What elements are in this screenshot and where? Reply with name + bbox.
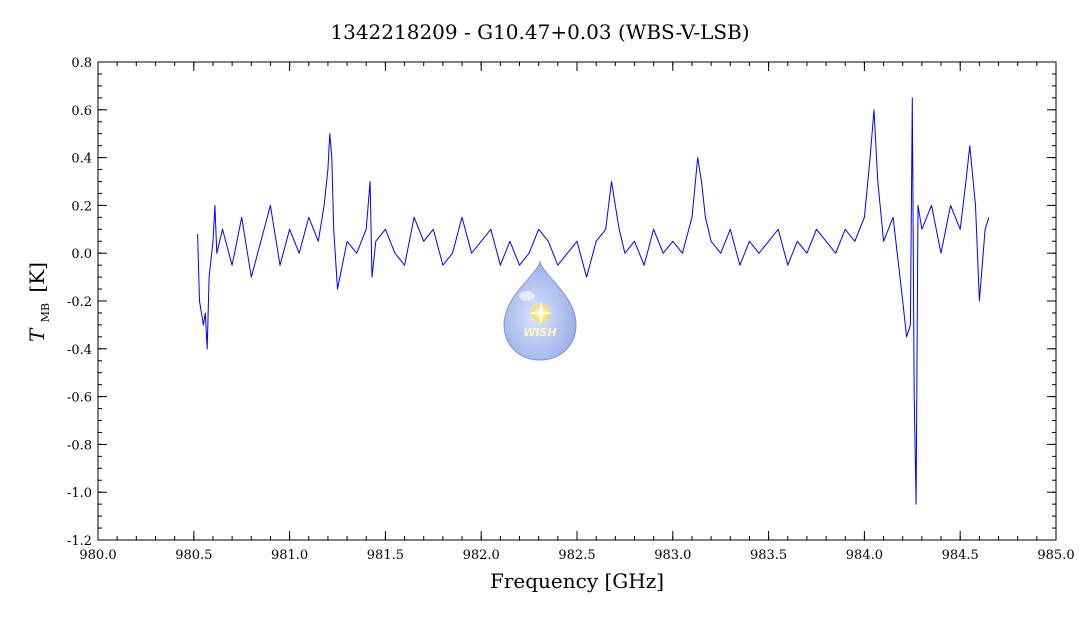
y-axis-label-unit: [K] (25, 262, 49, 293)
y-axis-ticks: 0.8 0.6 0.4 0.2 0.0 -0.2 -0.4 -0.6 -0.8 -1.0 -1.2 (67, 56, 1056, 549)
y-tick-label: -1.2 (67, 534, 92, 549)
wish-logo: WISH (503, 260, 577, 361)
y-tick-label: 0.8 (71, 56, 92, 71)
x-tick-label: 984.0 (846, 548, 883, 563)
y-axis-label-subscript: MB (39, 303, 52, 322)
y-axis-label-main: T (25, 327, 49, 342)
y-tick-label: -0.2 (67, 295, 92, 310)
y-axis-label-group: T MB [K] (25, 262, 54, 342)
x-tick-label: 985.0 (1037, 548, 1074, 563)
spectrum-line (197, 97, 990, 505)
x-tick-label: 984.5 (942, 548, 979, 563)
y-tick-label: 0.0 (71, 247, 92, 262)
logo-star-rays (529, 301, 553, 325)
y-tick-label: -0.4 (67, 343, 92, 358)
x-tick-label: 980.5 (175, 548, 212, 563)
y-tick-label: 0.6 (71, 104, 92, 119)
chart-title: 1342218209 - G10.47+0.03 (WBS-V-LSB) (330, 20, 749, 44)
y-tick-label: -0.8 (67, 438, 92, 453)
x-tick-label: 982.5 (558, 548, 595, 563)
x-axis-label: Frequency [GHz] (490, 569, 664, 593)
logo-highlight (519, 291, 535, 301)
logo-text: WISH (523, 326, 556, 339)
y-tick-label: -1.0 (67, 486, 92, 501)
y-tick-label: 0.4 (71, 152, 92, 167)
y-tick-label: -0.6 (67, 391, 92, 406)
x-tick-label: 983.5 (750, 548, 787, 563)
x-axis-ticks: 980.0 981.0 981.5 982.0 982.5 983.0 983.5 984.0… (79, 62, 1075, 563)
y-axis-label: T MB [K] (25, 262, 54, 342)
x-tick-label: 980.0 (79, 548, 116, 563)
x-tick-label: 981.0 (271, 548, 308, 563)
y-tick-label: 0.2 (71, 199, 92, 214)
x-tick-label: 981.5 (367, 548, 404, 563)
x-tick-label: 983.0 (654, 548, 691, 563)
series-layer (197, 97, 990, 505)
x-tick-label: 982.0 (463, 548, 500, 563)
